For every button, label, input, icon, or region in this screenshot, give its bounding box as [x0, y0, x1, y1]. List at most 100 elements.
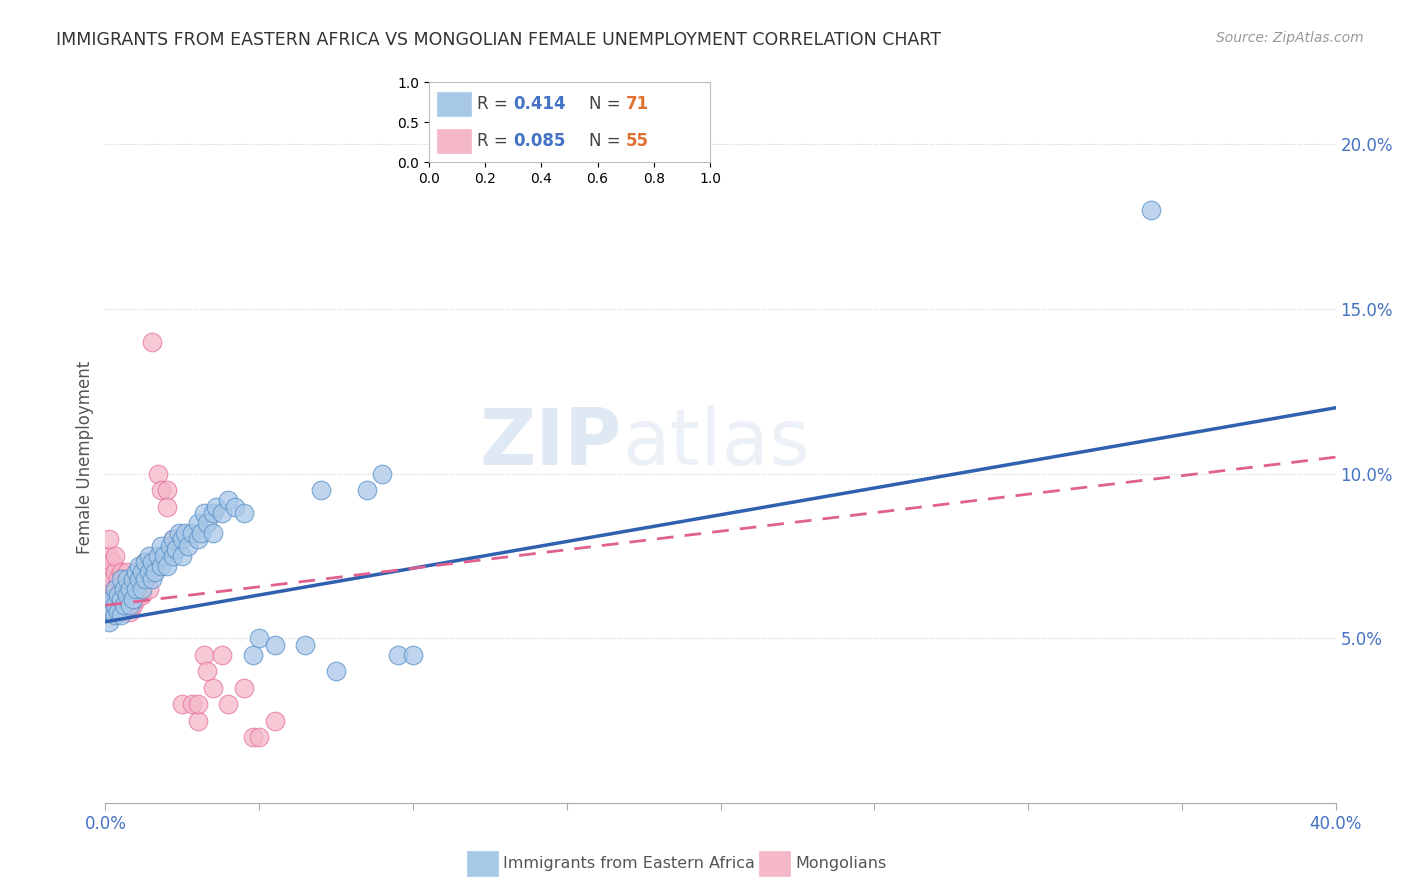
- Point: [131, 582, 153, 596]
- Point: [122, 591, 145, 606]
- Text: N =: N =: [589, 132, 626, 150]
- Bar: [437, 92, 471, 116]
- Point: [356, 483, 378, 497]
- Point: [97, 566, 120, 580]
- Point: [100, 556, 122, 570]
- Point: [294, 638, 316, 652]
- Point: [115, 566, 138, 580]
- Point: [112, 605, 135, 619]
- Bar: [759, 851, 790, 876]
- Point: [97, 582, 120, 596]
- Point: [232, 681, 254, 695]
- Point: [110, 591, 132, 606]
- Point: [309, 483, 332, 497]
- Point: [153, 549, 176, 563]
- Point: [218, 697, 240, 711]
- Point: [122, 572, 145, 586]
- Point: [156, 483, 179, 497]
- Point: [211, 506, 233, 520]
- Point: [162, 549, 184, 563]
- Point: [402, 648, 425, 662]
- Point: [110, 582, 132, 596]
- Text: R =: R =: [477, 95, 513, 112]
- Y-axis label: Female Unemployment: Female Unemployment: [76, 360, 94, 554]
- Point: [180, 697, 202, 711]
- Point: [159, 539, 181, 553]
- Point: [169, 525, 191, 540]
- Point: [110, 608, 132, 623]
- Point: [122, 582, 145, 596]
- Point: [211, 648, 233, 662]
- Point: [162, 533, 184, 547]
- Point: [162, 533, 184, 547]
- Bar: [467, 851, 498, 876]
- Point: [104, 608, 127, 623]
- Point: [232, 506, 254, 520]
- Point: [104, 599, 127, 613]
- Point: [174, 525, 197, 540]
- Point: [112, 599, 135, 613]
- Point: [195, 516, 218, 530]
- Point: [120, 589, 141, 603]
- Point: [128, 582, 150, 596]
- Point: [141, 334, 163, 349]
- Point: [202, 506, 225, 520]
- Point: [371, 467, 394, 481]
- Point: [156, 500, 179, 514]
- Point: [107, 572, 129, 586]
- Point: [138, 582, 160, 596]
- Point: [115, 582, 138, 596]
- Point: [247, 730, 270, 744]
- Point: [110, 599, 132, 613]
- Point: [141, 556, 163, 570]
- Point: [104, 582, 127, 596]
- Point: [247, 631, 270, 645]
- Point: [202, 525, 225, 540]
- Point: [187, 714, 209, 728]
- Point: [112, 589, 135, 603]
- Point: [107, 589, 129, 603]
- Point: [172, 697, 194, 711]
- Point: [263, 638, 285, 652]
- Point: [125, 582, 148, 596]
- Point: [120, 582, 141, 596]
- Point: [172, 533, 194, 547]
- Text: IMMIGRANTS FROM EASTERN AFRICA VS MONGOLIAN FEMALE UNEMPLOYMENT CORRELATION CHAR: IMMIGRANTS FROM EASTERN AFRICA VS MONGOL…: [56, 31, 941, 49]
- Point: [125, 572, 148, 586]
- Point: [110, 572, 132, 586]
- Point: [187, 516, 209, 530]
- Point: [242, 730, 264, 744]
- Point: [218, 492, 240, 507]
- Text: 0.085: 0.085: [513, 132, 565, 150]
- Point: [120, 605, 141, 619]
- Point: [97, 549, 120, 563]
- Text: atlas: atlas: [621, 405, 810, 482]
- Point: [172, 549, 194, 563]
- Point: [134, 556, 156, 570]
- Point: [100, 591, 122, 606]
- Point: [193, 506, 215, 520]
- Point: [128, 558, 150, 573]
- Point: [107, 605, 129, 619]
- Point: [187, 697, 209, 711]
- Text: N =: N =: [589, 95, 626, 112]
- Point: [1140, 203, 1163, 218]
- Point: [205, 500, 228, 514]
- Text: Mongolians: Mongolians: [796, 856, 887, 871]
- Point: [387, 648, 409, 662]
- Point: [195, 664, 218, 678]
- Point: [115, 572, 138, 586]
- Point: [97, 599, 120, 613]
- Point: [97, 599, 120, 613]
- Point: [141, 572, 163, 586]
- Text: Source: ZipAtlas.com: Source: ZipAtlas.com: [1216, 31, 1364, 45]
- Point: [100, 572, 122, 586]
- Point: [149, 539, 172, 553]
- Point: [180, 525, 202, 540]
- Point: [131, 566, 153, 580]
- Point: [193, 648, 215, 662]
- Point: [134, 556, 156, 570]
- Point: [149, 483, 172, 497]
- Point: [100, 589, 122, 603]
- Point: [156, 558, 179, 573]
